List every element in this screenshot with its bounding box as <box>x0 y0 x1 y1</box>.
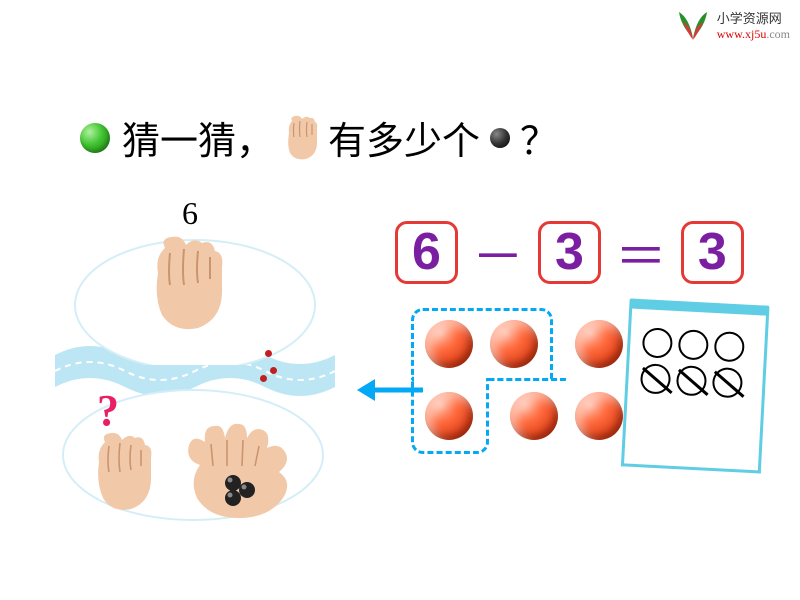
equation: 6 － 3 ＝ 3 <box>395 215 744 290</box>
red-marble <box>575 392 623 440</box>
marbles-visual <box>425 320 655 455</box>
question-title: 猜一猜， 有多少个 ？ <box>80 110 558 165</box>
circle-icon <box>714 331 746 363</box>
title-part1: 猜一猜， <box>122 110 274 165</box>
red-marble <box>510 392 558 440</box>
crossed-circle-icon <box>640 363 672 395</box>
equals-op: ＝ <box>615 215 667 290</box>
crossed-circle-icon <box>676 365 708 397</box>
circle-icon <box>642 327 674 359</box>
equation-num1: 6 <box>395 221 458 284</box>
connector-dot <box>270 367 277 374</box>
marble-icon <box>490 128 510 148</box>
cloud-panel: 6 ? <box>55 195 330 525</box>
closed-fist-small-icon <box>85 430 165 520</box>
title-part2: 有多少个 <box>328 110 480 165</box>
notepad <box>621 306 769 473</box>
arrow-left-icon <box>355 375 425 405</box>
circle-icon <box>678 329 710 361</box>
red-marble <box>575 320 623 368</box>
logo-url: www.xj5u.com <box>717 27 790 41</box>
connector-dot <box>265 350 272 357</box>
cloud-top: 6 <box>85 195 295 345</box>
closed-fist-icon <box>140 233 240 343</box>
question-mark-icon: ? <box>97 385 119 436</box>
notepad-row <box>642 327 753 363</box>
crossed-circle-icon <box>712 367 744 399</box>
site-logo: 小学资源网 www.xj5u.com <box>673 8 790 44</box>
red-marble <box>490 320 538 368</box>
equation-num3: 3 <box>681 221 744 284</box>
notepad-row <box>640 363 751 399</box>
open-palm-icon <box>175 420 315 525</box>
leaf-icon <box>673 8 713 44</box>
dashed-connector <box>487 378 567 381</box>
red-marble <box>425 392 473 440</box>
cloud-number: 6 <box>182 195 198 232</box>
fist-icon <box>280 113 322 163</box>
logo-text-cn: 小学资源网 <box>717 11 790 27</box>
bullet-icon <box>80 123 110 153</box>
minus-op: － <box>472 215 524 290</box>
title-part3: ？ <box>520 110 558 165</box>
equation-num2: 3 <box>538 221 601 284</box>
red-marble <box>425 320 473 368</box>
